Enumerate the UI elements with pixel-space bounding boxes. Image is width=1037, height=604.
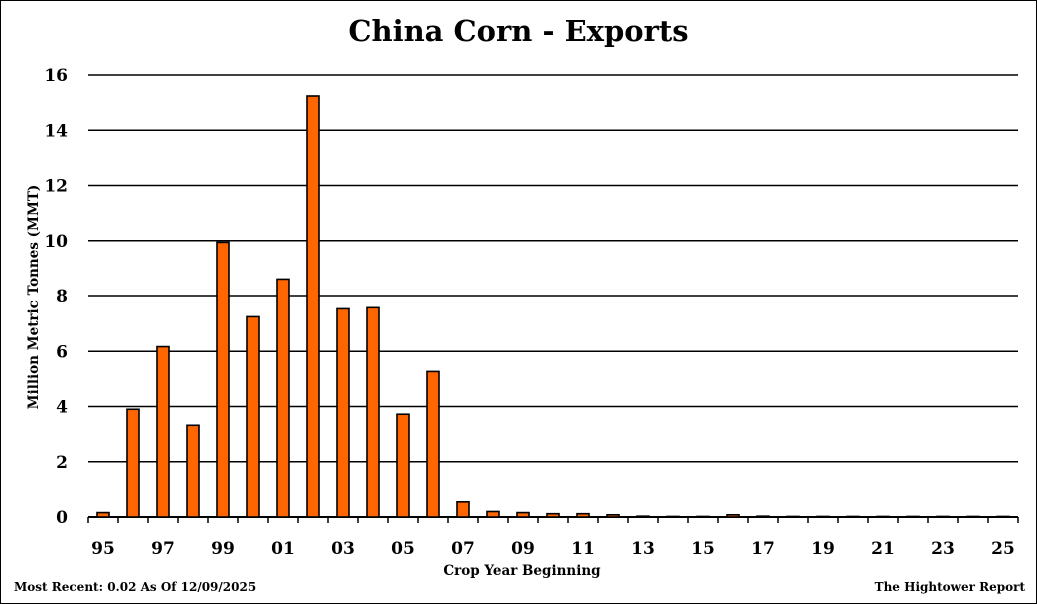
bar-97 [156,345,170,518]
bar-99 [216,241,230,518]
bar-16 [726,513,740,518]
x-tick-label: 23 [931,539,955,559]
bar-15 [696,515,710,518]
y-tick-label: 2 [56,453,68,473]
gridlines [88,74,1018,518]
bar-03 [336,307,350,518]
x-tick-label: 03 [331,539,355,559]
bar-98 [186,424,200,518]
bar-17 [756,515,770,518]
y-tick-label: 0 [56,508,68,528]
y-tick-label: 14 [44,121,68,141]
bar-19 [816,515,830,518]
y-tick-label: 4 [56,398,68,418]
bar-05 [396,413,410,518]
bar-08 [486,510,500,518]
bar-12 [606,513,620,518]
y-axis-ticks: 0 2 4 6 8 10 12 14 16 [44,66,68,528]
bar-22 [906,515,920,518]
x-tick-label: 19 [811,539,835,559]
x-axis: 95 97 99 01 03 05 07 09 11 13 15 17 19 21 23 25 [87,517,1019,559]
x-tick-label: 17 [751,539,775,559]
x-tick-label: 01 [271,539,295,559]
x-tick-label: 07 [451,539,475,559]
y-tick-label: 12 [44,177,68,197]
bar-13 [636,515,650,518]
x-tick-label: 25 [991,539,1015,559]
y-tick-label: 16 [44,66,68,86]
bar-14 [666,515,680,518]
bar-00 [246,315,260,518]
x-tick-label: 97 [151,539,175,559]
bar-04 [366,306,380,518]
x-tick-label: 15 [691,539,715,559]
y-tick-label: 10 [44,232,68,252]
x-tick-label: 11 [571,539,595,559]
chart-title: China Corn - Exports [348,14,689,48]
x-axis-label: Crop Year Beginning [443,563,601,579]
x-tick-label: 95 [91,539,115,559]
bar-25 [996,515,1010,518]
bar-20 [846,515,860,518]
bar-01 [276,278,290,518]
bar-10 [546,512,560,518]
y-tick-label: 6 [56,342,68,362]
x-tick-label: 05 [391,539,415,559]
y-axis-label: Million Metric Tonnes (MMT) [26,185,42,410]
y-tick-label: 8 [56,287,68,307]
bar-24 [966,515,980,518]
bar-06 [426,370,440,518]
bar-23 [936,515,950,518]
x-tick-label: 21 [871,539,895,559]
x-tick-label: 99 [211,539,235,559]
bar-07 [456,501,470,518]
bar-96 [126,408,140,518]
bar-series [96,95,1010,518]
source-credit: The Hightower Report [874,580,1025,594]
most-recent-note: Most Recent: 0.02 As Of 12/09/2025 [14,580,257,594]
bar-95 [96,511,110,518]
bar-02 [306,95,320,518]
bar-09 [516,511,530,518]
x-tick-label: 09 [511,539,535,559]
bar-18 [786,515,800,518]
bar-21 [876,515,890,518]
bar-11 [576,512,590,518]
x-tick-label: 13 [631,539,655,559]
